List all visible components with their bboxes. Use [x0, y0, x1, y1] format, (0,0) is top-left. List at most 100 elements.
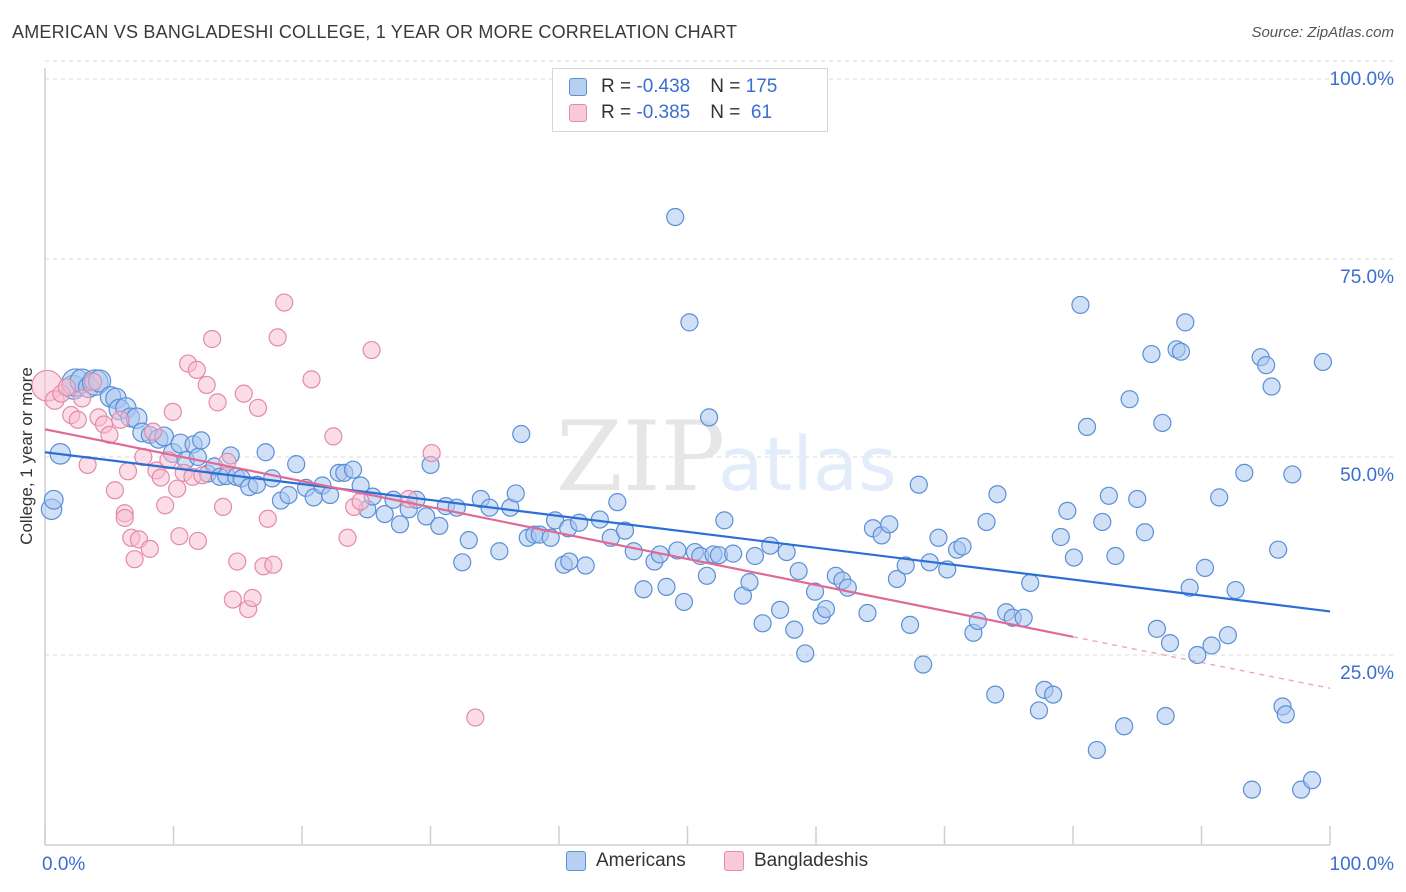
bangladeshis-point: [57, 378, 76, 397]
bangladeshis-point: [422, 443, 441, 463]
y-tick-label: 50.0%: [1340, 465, 1394, 486]
americans-point: [753, 614, 772, 633]
americans-point: [680, 313, 699, 332]
legend-row-americans: R = -0.438 N = 175: [569, 75, 777, 99]
bangladeshis-point: [125, 550, 144, 569]
bangladeshis-point: [197, 375, 216, 395]
legend-r-value: -0.438: [636, 76, 691, 97]
americans-point: [666, 207, 685, 227]
legend-n-value: 175: [745, 76, 778, 97]
bangladeshis-point: [466, 708, 485, 727]
bottom-legend-swatch-blue: [566, 851, 586, 871]
americans-point: [512, 424, 531, 444]
americans-point: [1269, 540, 1288, 559]
americans-point: [490, 542, 509, 561]
americans-point: [1160, 634, 1180, 653]
legend-r-label: R =: [601, 76, 637, 97]
americans-point: [796, 644, 815, 663]
trendlines: [44, 428, 1331, 689]
americans-point: [1210, 488, 1229, 507]
legend-n-label: N =: [710, 102, 746, 123]
americans-point: [953, 537, 972, 556]
bangladeshis-point: [187, 360, 206, 379]
americans-point: [624, 542, 643, 561]
americans-point: [1283, 465, 1302, 484]
americans-point: [880, 515, 899, 534]
bangladeshis-point: [83, 372, 103, 391]
americans-point: [699, 408, 719, 427]
americans-point: [1202, 636, 1221, 655]
americans-point: [887, 569, 907, 589]
bottom-legend-americans: Americans: [566, 850, 686, 872]
bangladeshis-point: [324, 427, 343, 446]
americans-point: [1180, 578, 1199, 597]
americans-point: [247, 475, 266, 494]
americans-point: [1077, 417, 1097, 437]
americans-point: [608, 493, 627, 512]
americans-point: [770, 600, 790, 619]
americans-trendline: [44, 451, 1331, 613]
bangladeshis-point: [188, 531, 208, 551]
americans-point: [909, 475, 928, 494]
watermark-atlas: atlas: [718, 422, 897, 508]
bangladeshis-point: [223, 590, 242, 609]
bangladeshis-trendline: [44, 428, 1074, 638]
watermark: ZIP atlas: [556, 401, 897, 513]
americans-point: [1064, 548, 1083, 567]
americans-point: [986, 685, 1005, 704]
americans-point: [1156, 706, 1175, 726]
americans-point: [263, 469, 282, 488]
americans-point: [977, 512, 996, 532]
americans-point: [287, 455, 306, 474]
americans-point: [1044, 685, 1063, 704]
y-tick-label: 25.0%: [1340, 663, 1394, 684]
americans-point: [1313, 352, 1333, 372]
americans-point: [1128, 489, 1147, 509]
americans-point: [1120, 390, 1139, 409]
source-label: Source: ZipAtlas.com: [1251, 24, 1394, 41]
americans-point: [715, 511, 734, 530]
americans-point: [1302, 771, 1322, 790]
americans-point: [1257, 356, 1276, 375]
x-tick-label-left: 0.0%: [42, 854, 85, 875]
americans-point: [1093, 512, 1112, 532]
americans-point: [674, 592, 694, 612]
americans-point: [1176, 313, 1195, 332]
x-tick-label-right: 100.0%: [1330, 854, 1395, 875]
americans-point: [390, 515, 410, 534]
legend-n-label: N =: [710, 76, 746, 97]
y-tick-label: 100.0%: [1330, 69, 1395, 90]
americans-point: [914, 655, 933, 674]
bangladeshis-point: [264, 555, 283, 574]
americans-point: [740, 573, 759, 592]
americans-point: [1021, 573, 1040, 593]
bangladeshis-points: [31, 293, 485, 727]
bangladeshis-point: [144, 422, 163, 441]
bangladeshis-point: [118, 462, 138, 481]
americans-point: [668, 541, 687, 560]
americans-point: [43, 489, 64, 510]
americans-point: [777, 542, 796, 562]
americans-point: [988, 485, 1007, 504]
bangladeshis-point: [163, 402, 182, 421]
americans-point: [1262, 377, 1281, 396]
americans-point: [375, 504, 394, 524]
americans-point: [506, 484, 525, 503]
americans-point: [1226, 580, 1245, 600]
americans-points: [40, 207, 1333, 799]
tick-labels: 25.0% 50.0% 75.0% 100.0% 0.0% 100.0%: [42, 69, 1394, 875]
bottom-legend-label: Americans: [596, 850, 686, 871]
americans-point: [896, 556, 915, 575]
americans-point: [816, 599, 836, 619]
bangladeshis-point: [170, 527, 189, 546]
bangladeshis-point: [111, 410, 130, 429]
americans-point: [541, 528, 560, 547]
americans-point: [256, 443, 275, 462]
americans-point: [1115, 717, 1134, 736]
americans-point: [453, 553, 472, 572]
bottom-legend: Americans Bangladeshis: [0, 850, 1406, 878]
bangladeshis-point: [203, 329, 222, 349]
bangladeshis-point: [275, 293, 294, 312]
chart-title: AMERICAN VS BANGLADESHI COLLEGE, 1 YEAR …: [12, 22, 738, 42]
